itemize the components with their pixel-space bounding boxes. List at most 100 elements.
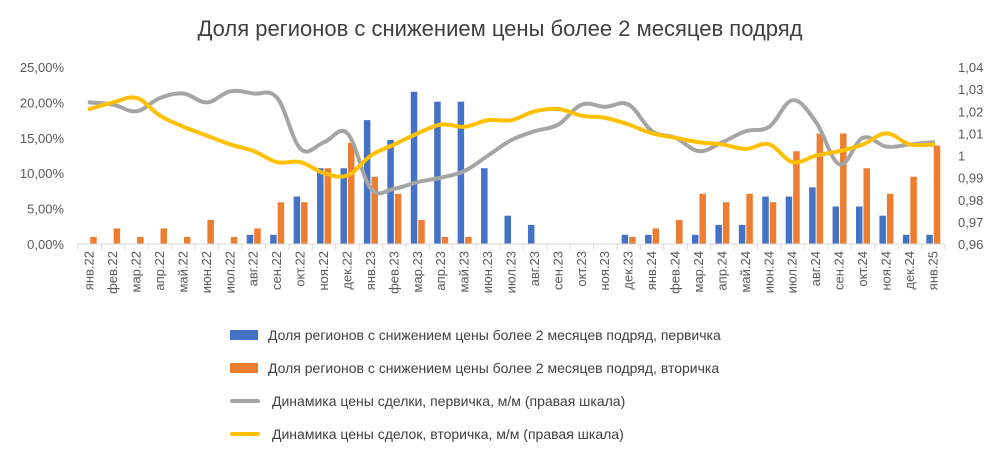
x-tick-label: июл.24 xyxy=(785,251,800,293)
line-secondary-price xyxy=(87,95,936,179)
left-tick-label: 15,00% xyxy=(20,131,65,146)
right-axis: 0,96 0,97 0,98 0,99 1 1,01 1,02 1,03 1,04 xyxy=(958,60,983,252)
x-tick-label: мар.22 xyxy=(129,251,144,292)
x-tick-label: июн.23 xyxy=(480,251,495,293)
bar-primary xyxy=(481,168,488,244)
bar-secondary xyxy=(629,236,636,244)
left-tick-label: 5,00% xyxy=(27,202,64,217)
bar-secondary xyxy=(277,202,285,244)
x-tick-label: ноя.22 xyxy=(316,251,331,291)
bar-secondary xyxy=(699,193,706,244)
left-tick-label: 0,00% xyxy=(27,237,64,252)
bar-primary xyxy=(293,196,301,244)
bar-primary xyxy=(340,168,347,244)
bar-secondary xyxy=(441,236,449,244)
bar-primary xyxy=(270,234,277,244)
bar-secondary xyxy=(840,133,847,244)
bar-primary xyxy=(715,224,722,244)
legend-label: Доля регионов с снижением цены более 2 м… xyxy=(268,326,721,343)
bar-secondary xyxy=(652,228,660,244)
bar-primary xyxy=(738,224,746,244)
x-tick-label: авг.22 xyxy=(246,251,261,286)
bar-secondary xyxy=(160,228,168,244)
x-tick-label: янв.25 xyxy=(925,251,940,290)
bar-secondary xyxy=(183,236,191,244)
left-tick-label: 25,00% xyxy=(20,60,65,75)
bar-secondary xyxy=(347,142,355,244)
x-tick-label: окт.23 xyxy=(574,251,589,287)
x-tick-label: окт.22 xyxy=(293,251,308,287)
bar-primary xyxy=(246,234,254,244)
x-tick-label: янв.24 xyxy=(644,251,659,290)
left-axis: 0,00% 5,00% 10,00% 15,00% 20,00% 25,00% xyxy=(20,60,65,252)
x-tick-label: янв.22 xyxy=(82,251,97,290)
right-tick-label: 0,97 xyxy=(958,215,983,230)
legend-swatch-orange xyxy=(230,362,258,373)
right-tick-label: 0,96 xyxy=(958,237,983,252)
bar-primary xyxy=(762,196,769,244)
x-tick-label: сен.22 xyxy=(269,251,284,290)
bar-secondary xyxy=(418,219,425,244)
bar-primary xyxy=(902,234,910,244)
x-tick-label: апр.23 xyxy=(433,251,448,291)
bar-secondary xyxy=(465,236,472,244)
bar-primary xyxy=(879,215,886,244)
right-tick-label: 1,04 xyxy=(958,60,983,75)
legend-item-primary-price: Динамика цены сделки, первичка, м/м (пра… xyxy=(230,384,721,417)
x-tick-label: июн.22 xyxy=(199,251,214,293)
x-tick-label: дек.24 xyxy=(902,251,917,290)
bar-primary xyxy=(855,206,863,244)
bar-secondary xyxy=(324,168,332,244)
legend-swatch-gray xyxy=(230,398,260,403)
legend-item-secondary-price: Динамика цены сделок, вторичка, м/м (пра… xyxy=(230,417,721,450)
x-tick-label: авг.23 xyxy=(527,251,542,286)
bar-secondary xyxy=(746,193,753,244)
x-tick-label: дек.23 xyxy=(621,251,636,290)
bar-secondary xyxy=(394,193,402,244)
bar-secondary xyxy=(90,236,97,244)
x-tick-label: авг.24 xyxy=(808,251,823,286)
bar-secondary xyxy=(301,202,308,244)
bar-primary xyxy=(410,91,418,244)
bar-primary xyxy=(434,101,441,244)
x-tick-label: ноя.24 xyxy=(878,251,893,291)
bar-secondary xyxy=(676,219,683,244)
bar-secondary xyxy=(793,151,800,244)
right-tick-label: 1,01 xyxy=(958,126,983,141)
legend-item-secondary-share: Доля регионов с снижением цены более 2 м… xyxy=(230,351,721,384)
x-tick-label: сен.24 xyxy=(832,251,847,290)
left-tick-label: 10,00% xyxy=(20,166,65,181)
x-tick-label: июл.23 xyxy=(504,251,519,293)
legend-label: Доля регионов с снижением цены более 2 м… xyxy=(268,359,720,376)
x-tick-label: май.24 xyxy=(738,251,753,293)
legend: Доля регионов с снижением цены более 2 м… xyxy=(230,318,721,450)
bar-primary xyxy=(621,234,629,244)
bar-secondary xyxy=(933,145,941,244)
bar-primary xyxy=(832,206,840,244)
x-tick-label: май.22 xyxy=(175,251,190,293)
bar-secondary xyxy=(816,133,824,244)
bar-secondary xyxy=(886,193,894,244)
chart-title: Доля регионов с снижением цены более 2 м… xyxy=(197,16,803,41)
x-tick-label: мар.23 xyxy=(410,251,425,292)
bar-primary xyxy=(691,234,699,244)
legend-swatch-yellow xyxy=(230,431,260,436)
legend-label: Динамика цены сделок, вторичка, м/м (пра… xyxy=(272,425,624,442)
bar-secondary xyxy=(910,176,917,244)
bar-secondary xyxy=(769,202,777,244)
bar-primary xyxy=(527,224,535,244)
bar-secondary xyxy=(113,228,121,244)
bar-secondary xyxy=(207,219,214,244)
bars-layer xyxy=(90,91,941,244)
bar-primary xyxy=(809,187,816,244)
x-tick-label: мар.24 xyxy=(691,251,706,292)
right-tick-label: 0,99 xyxy=(958,171,983,186)
x-axis: янв.22 фев.22 мар.22 апр.22 май.22 июн.22 июл.… xyxy=(77,243,946,294)
bar-secondary xyxy=(863,168,870,244)
bar-secondary xyxy=(137,236,144,244)
x-tick-label: июн.24 xyxy=(761,251,776,293)
line-primary-price xyxy=(87,88,936,196)
right-tick-label: 0,98 xyxy=(958,193,983,208)
chart-plot: 0,00%5,00%10,00%15,00%20,00%25,00% 0,960… xyxy=(20,60,983,294)
legend-label: Динамика цены сделки, первичка, м/м (пра… xyxy=(272,392,626,409)
